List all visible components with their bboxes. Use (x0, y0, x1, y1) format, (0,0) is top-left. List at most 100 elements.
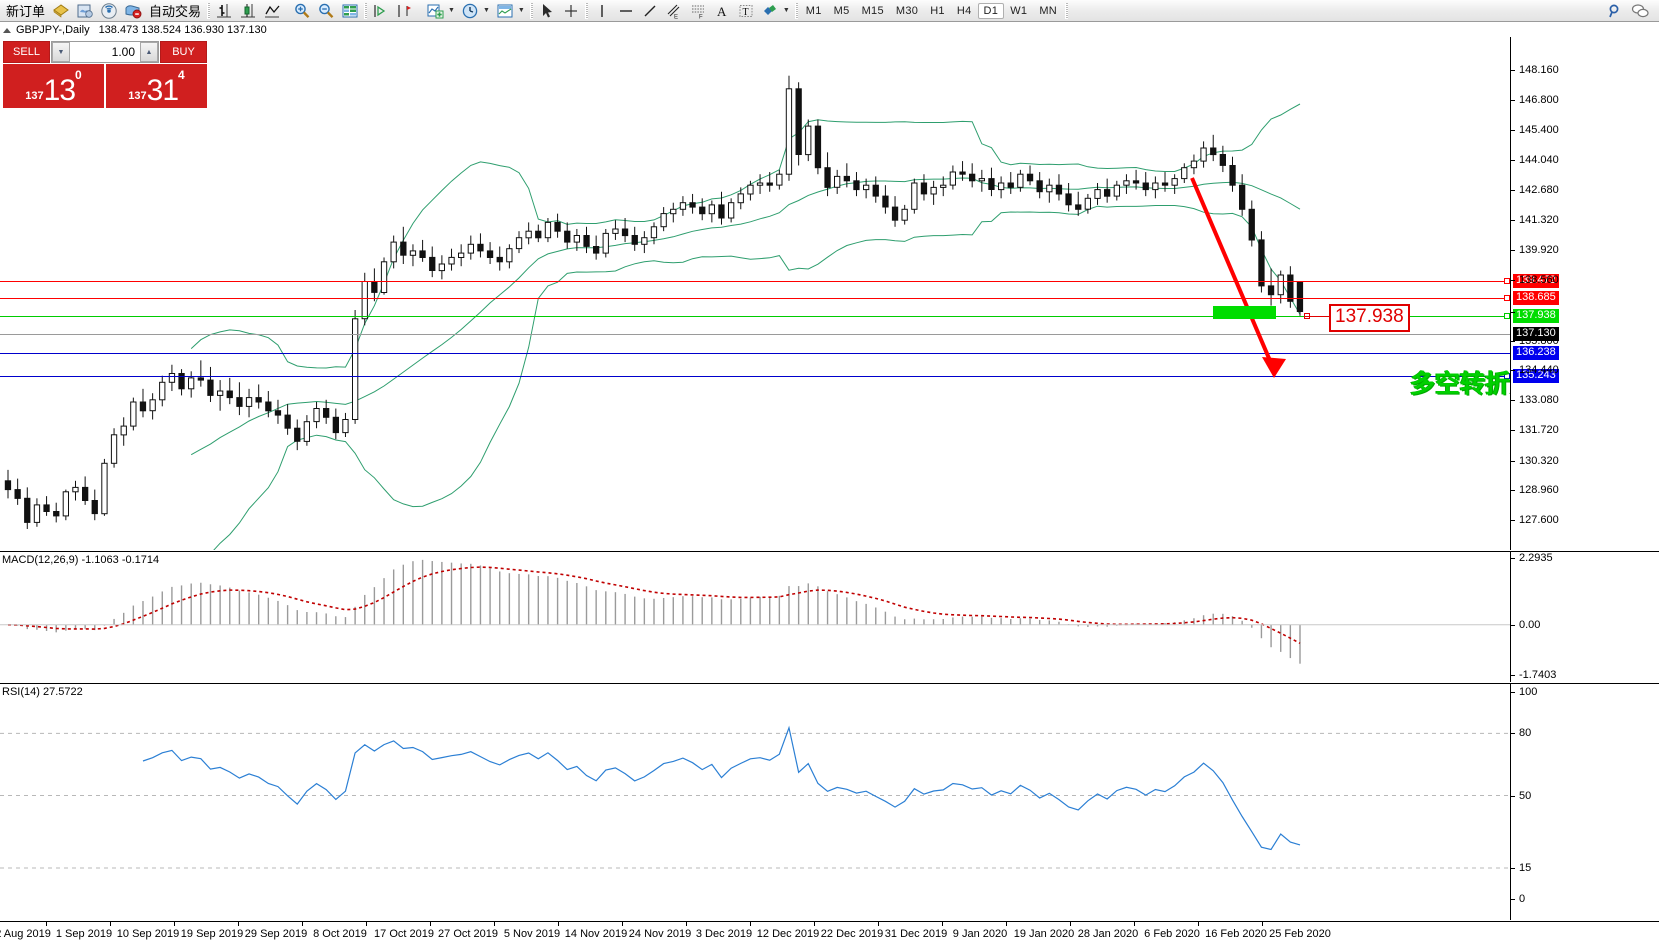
time-axis-label: 17 Oct 2019 (374, 928, 434, 940)
volume-decrease-button[interactable]: ▼ (52, 42, 70, 62)
time-axis-tick (558, 922, 559, 926)
timeframe-h4[interactable]: H4 (956, 4, 972, 17)
price-tag-137938[interactable]: 137.938 (1513, 309, 1559, 323)
signal-icon[interactable] (97, 1, 121, 21)
timeframe-m30[interactable]: M30 (895, 4, 919, 17)
price-axis[interactable]: 139.472 138.685 137.938 137.130 136.238 … (1510, 37, 1659, 550)
text-label-icon[interactable]: T (734, 1, 758, 21)
level-line-135243[interactable] (0, 376, 1510, 377)
autotrade-icon[interactable] (121, 1, 145, 21)
horizontal-line-icon[interactable] (614, 1, 638, 21)
price-tag-138685[interactable]: 138.685 (1513, 291, 1559, 305)
timeframe-h1[interactable]: H1 (930, 4, 945, 17)
chart-type-indicator-icon (3, 27, 11, 33)
volume-input[interactable]: 1.00 (111, 45, 135, 59)
support-zone-marker[interactable] (1213, 306, 1276, 319)
text-icon[interactable]: A (710, 1, 734, 21)
candlestick-chart-icon[interactable] (236, 1, 260, 21)
timeframe-m15[interactable]: M15 (861, 4, 884, 17)
timeframe-m5[interactable]: M5 (833, 4, 850, 17)
time-axis-label: 22 Dec 2019 (820, 928, 884, 940)
time-axis-label: 9 Jan 2020 (952, 928, 1008, 940)
indicators-icon[interactable] (423, 1, 447, 21)
time-axis-label: 14 Nov 2019 (564, 928, 628, 940)
shift-start-icon[interactable] (369, 1, 393, 21)
equidistant-channel-icon[interactable]: E (662, 1, 686, 21)
new-order-button[interactable]: 新订单 (6, 4, 46, 19)
price-plot-area[interactable]: 137.938 多空转折点 (0, 37, 1510, 550)
svg-text:T: T (742, 7, 748, 18)
shift-end-icon[interactable] (393, 1, 417, 21)
shapes-icon[interactable] (758, 1, 782, 21)
price-pane[interactable]: 137.938 多空转折点 139.472 138.685 137.938 13… (0, 37, 1659, 550)
shapes-dropdown-arrow[interactable]: ▼ (782, 7, 790, 14)
price-axis-tick (1511, 400, 1515, 402)
cursor-icon[interactable] (535, 1, 559, 21)
expert-advisor-icon[interactable] (49, 1, 73, 21)
volume-stepper[interactable]: ▼ 1.00 ▲ (51, 41, 159, 63)
templates-dropdown-arrow[interactable]: ▼ (517, 7, 525, 14)
svg-text:A: A (717, 4, 727, 19)
time-axis-tick (174, 922, 175, 926)
macd-plot-area[interactable] (0, 552, 1510, 682)
trendline-icon[interactable] (638, 1, 662, 21)
timeframe-m1[interactable]: M1 (805, 4, 822, 17)
rsi-axis-label: 80 (1519, 727, 1532, 740)
crosshair-icon[interactable] (559, 1, 583, 21)
price-tag-135243[interactable]: 135.243 (1513, 369, 1559, 383)
time-axis-tick (814, 922, 815, 926)
vertical-line-icon[interactable] (590, 1, 614, 21)
sell-price-integer: 137 (25, 90, 44, 102)
sell-price-display[interactable]: 137 13 0 (3, 64, 104, 108)
price-callout-label[interactable]: 137.938 (1329, 304, 1410, 332)
line-chart-icon[interactable] (260, 1, 284, 21)
one-click-trading-panel[interactable]: SELL ▼ 1.00 ▲ BUY 137 13 0 137 31 4 (3, 41, 207, 108)
rsi-indicator-label: RSI(14) 27.5722 (2, 686, 83, 698)
macd-pane[interactable]: MACD(12,26,9) -1.1063 -0.1714 2.2935 0.00… (0, 551, 1659, 682)
price-tag-139472[interactable]: 139.472 (1513, 274, 1559, 288)
rsi-chart-svg (0, 725, 1510, 869)
rsi-plot-area[interactable] (0, 684, 1510, 920)
buy-price-main: 31 (146, 74, 179, 107)
chart-container[interactable]: 137.938 多空转折点 139.472 138.685 137.938 13… (0, 37, 1659, 947)
price-axis-tick (1511, 219, 1515, 221)
level-handle-137938[interactable] (1504, 313, 1510, 319)
data-window-icon[interactable] (338, 1, 362, 21)
templates-icon[interactable] (493, 1, 517, 21)
timeframe-d1[interactable]: D1 (977, 2, 1005, 19)
price-axis-label: 145.400 (1519, 124, 1559, 137)
rsi-axis-label: 50 (1519, 789, 1532, 802)
rsi-axis-label: 0 (1519, 893, 1526, 905)
cloud-icon[interactable] (73, 1, 97, 21)
level-line-136238[interactable] (0, 353, 1510, 354)
chinese-annotation-label[interactable]: 多空转折点 (1410, 369, 1510, 398)
search-icon[interactable] (1603, 1, 1627, 21)
macd-chart-svg (0, 559, 1510, 664)
period-clock-icon[interactable] (458, 1, 482, 21)
autotrade-button[interactable]: 自动交易 (149, 4, 202, 19)
level-handle-138685[interactable] (1504, 295, 1510, 301)
level-handle-139472[interactable] (1504, 278, 1510, 284)
period-dropdown-arrow[interactable]: ▼ (482, 7, 490, 14)
buy-price-fraction: 4 (178, 68, 185, 82)
trend-arrow-svg[interactable] (0, 37, 1510, 550)
rsi-pane[interactable]: RSI(14) 27.5722 100 80 50 15 0 (0, 683, 1659, 920)
timeframe-mn[interactable]: MN (1039, 4, 1058, 17)
indicators-dropdown-arrow[interactable]: ▼ (448, 7, 455, 14)
zoom-out-icon[interactable] (314, 1, 338, 21)
timeframe-w1[interactable]: W1 (1010, 4, 1028, 17)
buy-button[interactable]: BUY (160, 41, 207, 63)
level-handle-135243[interactable] (1504, 373, 1510, 379)
bar-chart-icon[interactable] (212, 1, 236, 21)
price-tag-136238[interactable]: 136.238 (1513, 346, 1559, 360)
fibonacci-icon[interactable]: F (686, 1, 710, 21)
buy-price-display[interactable]: 137 31 4 (106, 64, 207, 108)
volume-increase-button[interactable]: ▲ (140, 42, 158, 62)
level-line-139472[interactable] (0, 281, 1510, 282)
sell-button[interactable]: SELL (3, 41, 50, 63)
chat-icon[interactable] (1627, 1, 1653, 21)
level-line-137938[interactable] (0, 316, 1510, 317)
level-line-138685[interactable] (0, 298, 1510, 299)
zoom-in-icon[interactable] (290, 1, 314, 21)
